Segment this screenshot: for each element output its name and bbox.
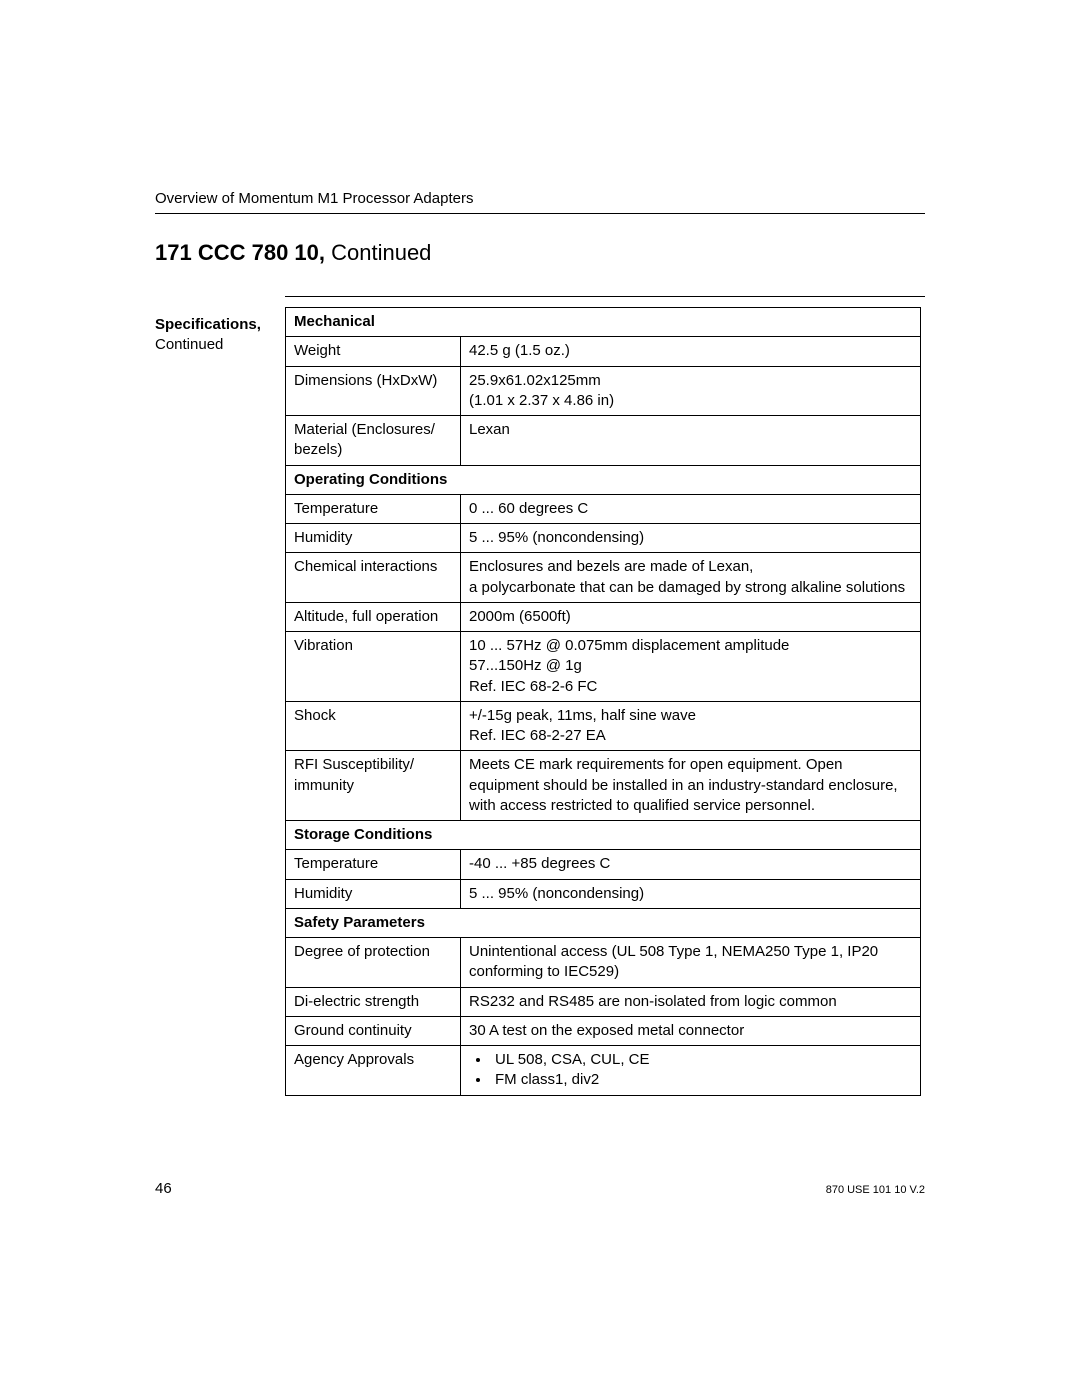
table-row: Humidity5 ... 95% (noncondensing) [286, 879, 921, 908]
spec-label: Temperature [286, 850, 461, 879]
table-row: Chemical interactionsEnclosures and beze… [286, 553, 921, 603]
table-row: RFI Susceptibility/immunityMeets CE mark… [286, 751, 921, 821]
spec-label: Chemical interactions [286, 553, 461, 603]
table-section-header: Safety Parameters [286, 908, 921, 937]
spec-value: Lexan [461, 416, 921, 466]
body-row: Specifications, Continued MechanicalWeig… [155, 307, 925, 1096]
spec-label: Degree of protection [286, 938, 461, 988]
spec-value: 2000m (6500ft) [461, 602, 921, 631]
spec-value: UL 508, CSA, CUL, CEFM class1, div2 [461, 1046, 921, 1096]
subsection-rule [285, 296, 925, 297]
spec-label: Dimensions (HxDxW) [286, 366, 461, 416]
spec-value: +/-15g peak, 11ms, half sine waveRef. IE… [461, 701, 921, 751]
section-title: 171 CCC 780 10, Continued [155, 240, 925, 266]
running-head: Overview of Momentum M1 Processor Adapte… [155, 190, 925, 207]
page-footer: 46 870 USE 101 10 V.2 [155, 1180, 925, 1197]
spec-value: 25.9x61.02x125mm(1.01 x 2.37 x 4.86 in) [461, 366, 921, 416]
spec-value: Meets CE mark requirements for open equi… [461, 751, 921, 821]
page: Overview of Momentum M1 Processor Adapte… [0, 0, 1080, 1397]
table-row: Di-electric strengthRS232 and RS485 are … [286, 987, 921, 1016]
spec-label: Material (Enclosures/bezels) [286, 416, 461, 466]
spec-label: Humidity [286, 524, 461, 553]
spec-label: Vibration [286, 632, 461, 702]
title-rest: Continued [325, 240, 431, 265]
spec-label: Shock [286, 701, 461, 751]
table-row: Weight42.5 g (1.5 oz.) [286, 337, 921, 366]
doc-ref: 870 USE 101 10 V.2 [826, 1184, 925, 1196]
table-row: Degree of protectionUnintentional access… [286, 938, 921, 988]
spec-value: 5 ... 95% (noncondensing) [461, 879, 921, 908]
spec-value: -40 ... +85 degrees C [461, 850, 921, 879]
spec-label: Temperature [286, 494, 461, 523]
table-row: Temperature-40 ... +85 degrees C [286, 850, 921, 879]
table-row: Vibration10 ... 57Hz @ 0.075mm displacem… [286, 632, 921, 702]
table-section-header: Storage Conditions [286, 821, 921, 850]
bullet-list: UL 508, CSA, CUL, CEFM class1, div2 [469, 1050, 912, 1091]
page-number: 46 [155, 1180, 172, 1197]
side-label: Specifications, Continued [155, 307, 285, 356]
spec-value: Unintentional access (UL 508 Type 1, NEM… [461, 938, 921, 988]
table-row: Altitude, full operation2000m (6500ft) [286, 602, 921, 631]
spec-label: RFI Susceptibility/immunity [286, 751, 461, 821]
table-row: Temperature0 ... 60 degrees C [286, 494, 921, 523]
spec-label: Altitude, full operation [286, 602, 461, 631]
spec-value: RS232 and RS485 are non-isolated from lo… [461, 987, 921, 1016]
table-row: Material (Enclosures/bezels)Lexan [286, 416, 921, 466]
title-bold: 171 CCC 780 10, [155, 240, 325, 265]
table-row: Ground continuity30 A test on the expose… [286, 1016, 921, 1045]
spec-label: Agency Approvals [286, 1046, 461, 1096]
table-section-header: Operating Conditions [286, 465, 921, 494]
side-label-rest: Continued [155, 336, 223, 353]
spec-value: 5 ... 95% (noncondensing) [461, 524, 921, 553]
spec-value: 42.5 g (1.5 oz.) [461, 337, 921, 366]
table-row: Shock+/-15g peak, 11ms, half sine waveRe… [286, 701, 921, 751]
table-row: Humidity5 ... 95% (noncondensing) [286, 524, 921, 553]
spec-value: 30 A test on the exposed metal connector [461, 1016, 921, 1045]
spec-label: Di-electric strength [286, 987, 461, 1016]
spec-value: 10 ... 57Hz @ 0.075mm displacement ampli… [461, 632, 921, 702]
spec-value: Enclosures and bezels are made of Lexan,… [461, 553, 921, 603]
spec-table: MechanicalWeight42.5 g (1.5 oz.)Dimensio… [285, 307, 921, 1096]
spec-label: Humidity [286, 879, 461, 908]
table-row: Dimensions (HxDxW)25.9x61.02x125mm(1.01 … [286, 366, 921, 416]
spec-label: Ground continuity [286, 1016, 461, 1045]
bullet-item: FM class1, div2 [491, 1070, 912, 1090]
table-section-header: Mechanical [286, 308, 921, 337]
table-row: Agency ApprovalsUL 508, CSA, CUL, CEFM c… [286, 1046, 921, 1096]
side-label-bold: Specifications, [155, 316, 261, 333]
bullet-item: UL 508, CSA, CUL, CE [491, 1050, 912, 1070]
header-rule [155, 213, 925, 214]
spec-value: 0 ... 60 degrees C [461, 494, 921, 523]
spec-label: Weight [286, 337, 461, 366]
